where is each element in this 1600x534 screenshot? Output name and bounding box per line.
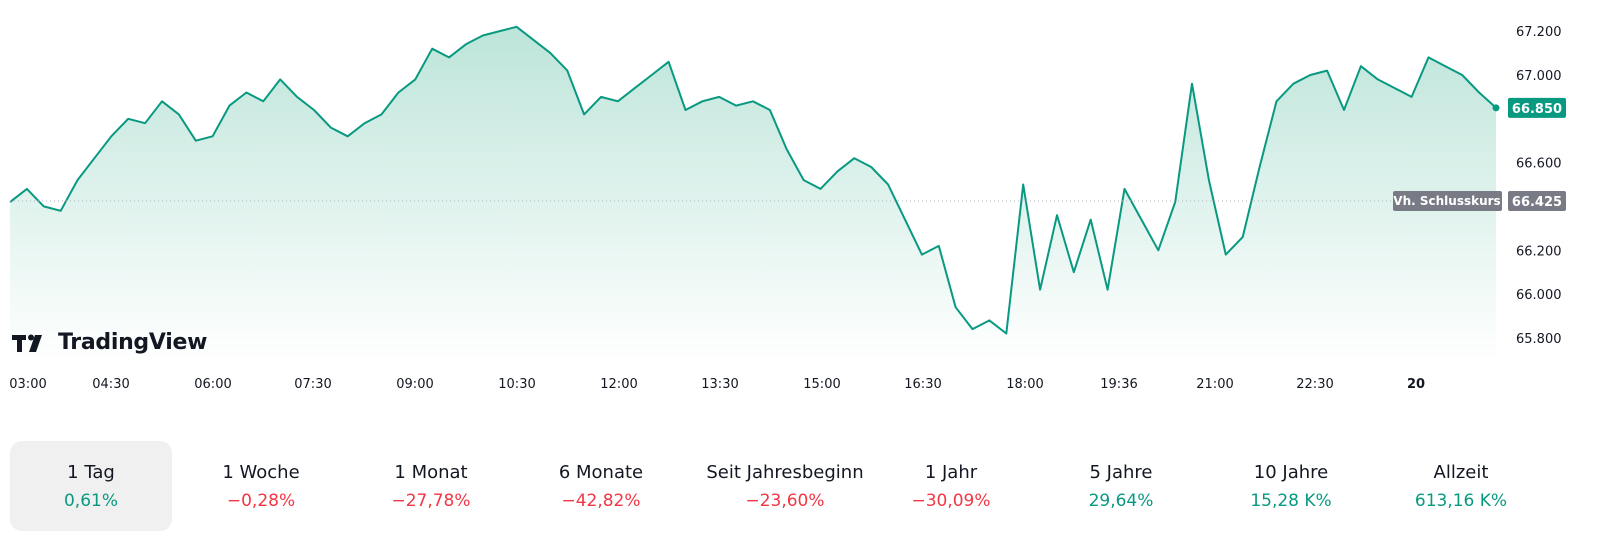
period-label: 5 Jahre [1089,461,1153,483]
period-label: Seit Jahresbeginn [706,461,864,483]
time-axis-tick: 13:30 [701,377,738,392]
period-label: Allzeit [1433,461,1489,483]
time-axis-tick: 03:00 [9,377,46,392]
time-axis-tick: 18:00 [1006,377,1043,392]
price-axis-tick: 67.200 [1516,25,1562,40]
period-label: 1 Monat [394,461,468,483]
last-price-value: 66.850 [1512,102,1562,117]
area-layer [10,26,1496,363]
tradingview-logo-text: TradingView [58,330,208,355]
last-price-tag [1508,97,1566,118]
time-axis-tick: 22:30 [1296,377,1333,392]
time-axis-tick: 15:00 [803,377,840,392]
price-area-fill [10,26,1496,363]
time-axis-tick: 19:36 [1100,377,1137,392]
period-tab[interactable]: 1 Jahr −30,09% [870,441,1032,531]
price-axis-tick: 67.000 [1516,69,1562,84]
time-axis-tick: 10:30 [498,377,535,392]
price-chart[interactable]: 67.200 67.000 66.600 66.200 66.000 65.800 03:0… [0,0,1600,410]
price-axis-tick: 66.000 [1516,288,1562,303]
tradingview-logo[interactable]: TradingView [12,330,207,355]
period-tab[interactable]: Allzeit 613,16 K% [1380,441,1542,531]
period-tab[interactable]: 1 Tag 0,61% [10,441,172,531]
time-axis-tick: 21:00 [1196,377,1233,392]
period-change: 15,28 K% [1250,490,1332,511]
chart-svg[interactable]: 67.200 67.000 66.600 66.200 66.000 65.800 03:0… [0,0,1600,410]
time-axis-tick: 07:30 [294,377,331,392]
period-change: −27,78% [391,490,471,511]
time-axis-tick: 16:30 [904,377,941,392]
line-layer [9,25,1500,335]
period-label: 1 Woche [222,461,300,483]
period-change: −30,09% [911,490,991,511]
period-label: 1 Tag [67,461,115,483]
price-axis-tick: 66.200 [1516,244,1562,259]
period-change: −42,82% [561,490,641,511]
tag-layer: 66.850 Vh. Schlusskurs 66.425 [1393,97,1566,211]
period-tab[interactable]: 1 Monat −27,78% [350,441,512,531]
period-change: −23,60% [745,490,825,511]
previous-close-label-tag [1393,190,1502,211]
period-label: 6 Monate [558,461,644,483]
period-change: 0,61% [63,490,118,511]
price-point [1492,104,1500,112]
time-axis-tick: 04:30 [92,377,129,392]
time-axis-tick: 12:00 [600,377,637,392]
price-axis-tick: 66.600 [1516,157,1562,172]
period-tab[interactable]: 1 Woche −0,28% [180,441,342,531]
previous-close-value-tag [1508,190,1566,211]
tradingview-logo-icon [12,334,42,352]
axis-layer: 67.200 67.000 66.600 66.200 66.000 65.800 03:0… [9,25,1561,392]
time-axis-tick: 06:00 [194,377,231,392]
period-change: 613,16 K% [1414,490,1508,511]
previous-close-label: Vh. Schlusskurs [1393,194,1500,208]
period-change: 29,64% [1088,490,1154,511]
period-tab[interactable]: 6 Monate −42,82% [520,441,682,531]
period-label: 10 Jahre [1253,461,1329,483]
period-label: 1 Jahr [924,461,978,483]
period-tab[interactable]: 10 Jahre 15,28 K% [1210,441,1372,531]
period-tab[interactable]: Seit Jahresbeginn −23,60% [690,441,880,531]
period-performance-bar: 1 Tag 0,61% 1 Woche −0,28% 1 Monat −27,78% 6 M… [10,441,1600,531]
time-axis-tick: 20 [1407,377,1425,392]
period-change: −0,28% [226,490,296,511]
time-axis-tick: 09:00 [396,377,433,392]
previous-close-value: 66.425 [1512,195,1562,210]
price-axis-tick: 65.800 [1516,332,1562,347]
price-line [9,25,1497,335]
period-tab[interactable]: 5 Jahre 29,64% [1040,441,1202,531]
